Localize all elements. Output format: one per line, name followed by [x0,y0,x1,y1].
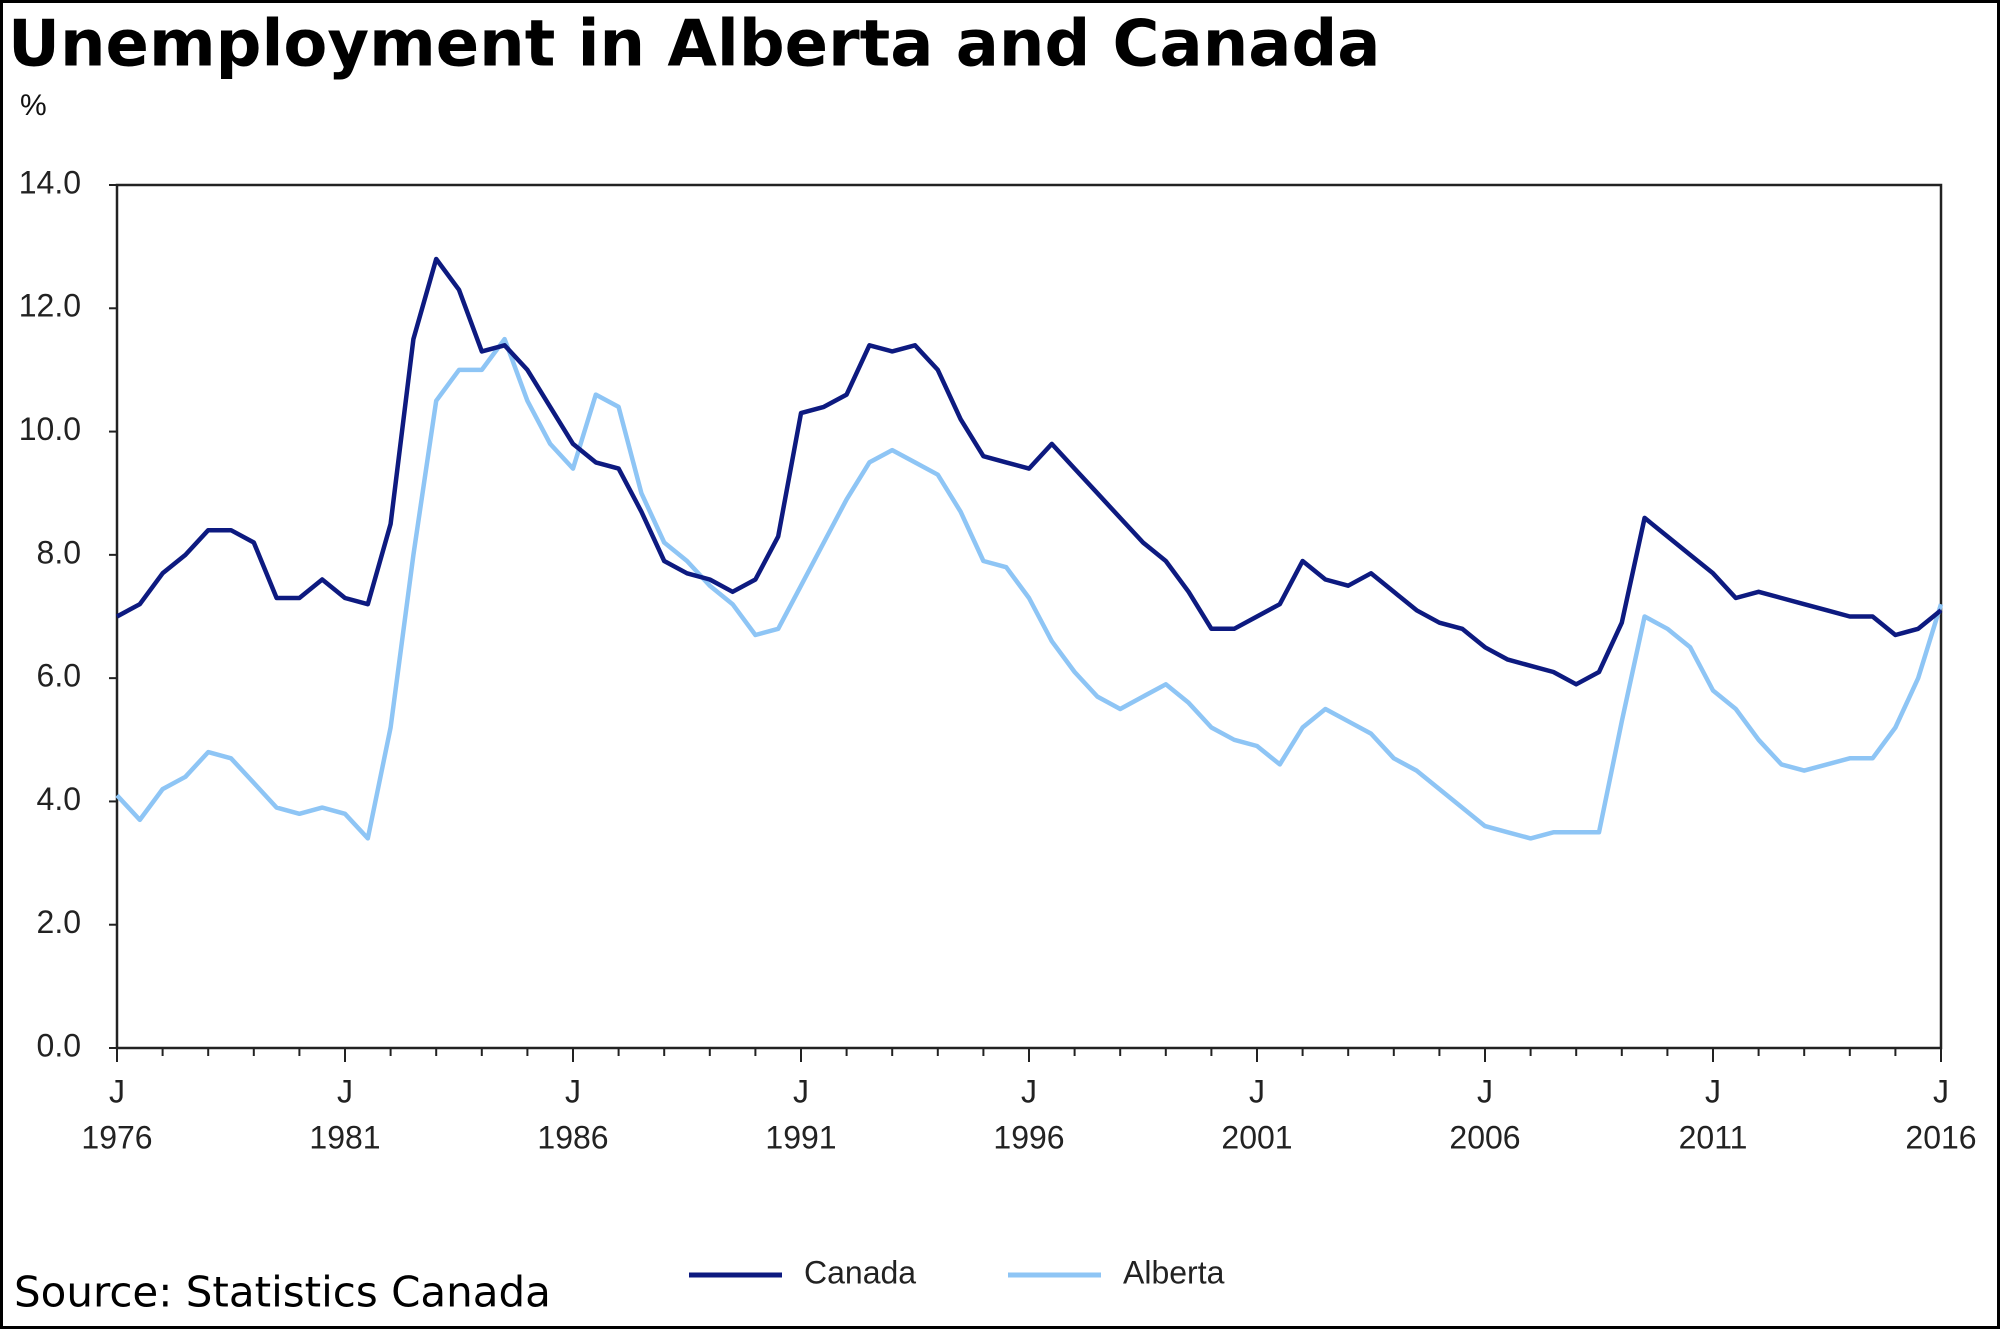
source-note: Source: Statistics Canada [14,1268,551,1317]
x-tick-month: J [793,1073,809,1109]
x-tick-label: 2011 [1679,1119,1748,1155]
x-tick-month: J [565,1073,581,1109]
x-tick-label: 1976 [81,1119,152,1155]
x-tick-label: 2001 [1221,1119,1292,1155]
x-tick-month: J [1021,1073,1037,1109]
x-tick-month: J [1477,1073,1493,1109]
chart-title: Unemployment in Alberta and Canada [8,8,1380,82]
x-tick-month: J [1249,1073,1265,1109]
legend-label: Alberta [1123,1254,1225,1290]
y-tick-label: 14.0 [19,164,81,200]
y-tick-label: 12.0 [19,288,81,324]
legend-label: Canada [804,1254,916,1290]
x-tick-month: J [1933,1073,1949,1109]
y-tick-label: 6.0 [37,658,81,694]
x-tick-month: J [109,1073,125,1109]
y-tick-label: 10.0 [19,411,81,447]
x-tick-label: 2006 [1449,1119,1520,1155]
x-tick-month: J [1705,1073,1721,1109]
x-tick-label: 1981 [309,1119,380,1155]
plot-area [115,183,1943,1050]
series-line [115,256,1943,687]
y-tick-label: 8.0 [37,534,81,570]
y-axis-label: % [20,89,47,122]
y-tick-label: 4.0 [37,781,81,817]
x-tick-label: 1991 [765,1119,836,1155]
y-tick-label: 2.0 [37,904,81,940]
x-tick-label: 1996 [993,1119,1064,1155]
series-line [115,336,1944,841]
y-tick-label: 0.0 [37,1027,81,1063]
x-tick-label: 2016 [1905,1119,1976,1155]
x-tick-label: 1986 [537,1119,608,1155]
x-tick-month: J [337,1073,353,1109]
